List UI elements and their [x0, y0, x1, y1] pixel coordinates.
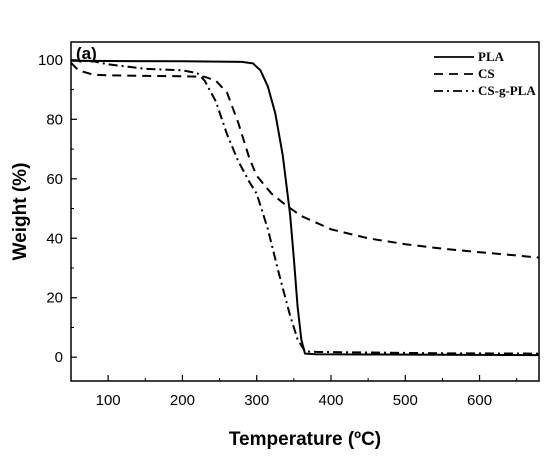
legend-label: CS-g-PLA — [478, 83, 536, 98]
y-tick-label: 80 — [46, 111, 63, 128]
series-line-2 — [70, 62, 540, 259]
legend-label: PLA — [478, 49, 505, 64]
x-tick-label: 100 — [96, 392, 121, 409]
plot-area — [70, 59, 540, 357]
x-tick-label: 600 — [467, 392, 492, 409]
legend-label: CS — [478, 66, 495, 81]
y-tick-label: 20 — [46, 290, 63, 307]
series-line-3 — [70, 59, 540, 355]
y-tick-label: 40 — [46, 230, 63, 247]
plot-frame — [70, 41, 540, 382]
x-tick-label: 200 — [170, 392, 195, 409]
y-tick-label: 0 — [55, 349, 63, 366]
y-tick-label: 100 — [38, 52, 63, 69]
panel-label: (a) — [76, 44, 97, 63]
legend: PLA CS CS-g-PLA — [434, 49, 536, 98]
axis-ticks: 100 200 300 400 500 600 0 20 40 60 80 100 — [38, 52, 518, 409]
x-tick-label: 400 — [318, 392, 343, 409]
x-axis-title: Temperature (ºC) — [229, 429, 381, 450]
x-tick-label: 300 — [244, 392, 269, 409]
series-line-1 — [70, 59, 540, 357]
y-tick-label: 60 — [46, 171, 63, 188]
x-tick-label: 500 — [393, 392, 418, 409]
y-axis-title: Weight (%) — [10, 163, 31, 261]
